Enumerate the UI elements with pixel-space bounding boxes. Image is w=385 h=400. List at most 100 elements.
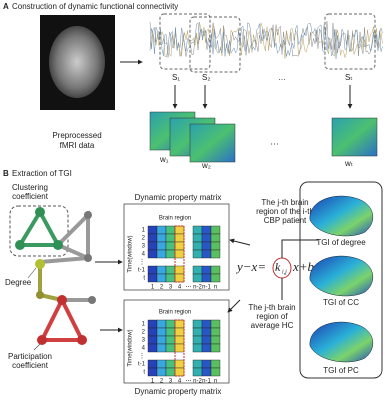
highlight	[174, 225, 185, 283]
matrix-cell	[201, 359, 212, 369]
row-axis: Time(window)	[128, 235, 134, 272]
annotation: CBP patient	[264, 216, 307, 225]
matrix-cell	[174, 367, 185, 377]
row-label: 4	[142, 252, 146, 258]
matrix-title: Dynamic property matrix	[135, 193, 222, 202]
matrix-cell	[192, 319, 203, 329]
matrix-cell	[165, 233, 176, 243]
column-label: 4	[178, 285, 182, 291]
matrix-cell	[192, 249, 203, 259]
matrix-cell	[210, 367, 221, 377]
panel-letter: A	[3, 2, 9, 11]
annotation: average HC	[251, 321, 294, 330]
matrix-cell	[192, 359, 203, 369]
column-label: n-1	[202, 379, 211, 385]
panel-title: Construction of dynamic functional conne…	[12, 2, 178, 11]
annotation: The j-th brain	[261, 198, 308, 207]
window-label: S₁	[172, 73, 180, 82]
graph-arrows	[95, 259, 123, 333]
fmri-brain	[49, 26, 105, 98]
matrix-cell	[147, 343, 158, 353]
matrix-cell	[147, 273, 158, 283]
matrix-cell	[210, 327, 221, 337]
matrix-cell	[174, 273, 185, 283]
matrix-cell	[201, 249, 212, 259]
row-label: ⋮	[139, 354, 145, 360]
window-boxes	[159, 13, 376, 73]
matrix-cell	[210, 241, 221, 251]
network-graph	[9, 205, 96, 351]
matrix-cell	[174, 343, 185, 353]
matrix-cell	[174, 249, 185, 259]
input-label: Preprocessed	[52, 131, 101, 140]
matrix-cell	[156, 249, 167, 259]
highlight	[174, 319, 185, 377]
window-label: Sₜ	[345, 73, 353, 82]
matrix-cell	[210, 335, 221, 345]
equation-rhs: x+b	[292, 259, 315, 274]
matrix-cell	[192, 327, 203, 337]
connectivity-matrices	[149, 111, 378, 163]
matrix-cell	[201, 343, 212, 353]
matrix-cell	[147, 319, 158, 329]
window-arrows	[172, 85, 353, 109]
annotation: region of	[256, 312, 288, 321]
row-label: t	[143, 370, 145, 376]
matrix-cell	[156, 327, 167, 337]
column-label: 1	[151, 379, 155, 385]
matrix-cell	[147, 327, 158, 337]
output-label: TGI of CC	[323, 298, 359, 307]
matrix-cell	[174, 319, 185, 329]
matrix-label: w₂	[201, 161, 211, 170]
matrix-cell	[156, 265, 167, 275]
row-label: 4	[142, 346, 146, 352]
matrix-cell	[201, 319, 212, 329]
matrix-cell	[201, 233, 212, 243]
equation: y−x= k i,j x+b	[227, 238, 331, 313]
matrix-label: w₁	[159, 155, 169, 164]
row-label: 3	[142, 338, 146, 344]
row-axis: Time(window)	[128, 329, 134, 366]
matrix-cell	[165, 241, 176, 251]
matrix-cell	[210, 273, 221, 283]
ellipsis: …	[270, 136, 279, 146]
matrix-cell	[210, 265, 221, 275]
matrix-cell	[165, 327, 176, 337]
matrix-cell	[192, 343, 203, 353]
matrix-cell	[192, 335, 203, 345]
matrix-label: wₜ	[344, 159, 353, 168]
matrix-cell	[165, 273, 176, 283]
matrix-cell	[156, 273, 167, 283]
matrix-cell	[201, 225, 212, 235]
matrix-cell	[210, 359, 221, 369]
matrix-cell	[210, 225, 221, 235]
matrix-cell	[201, 335, 212, 345]
matrix-cell	[147, 241, 158, 251]
column-label: n-2	[193, 379, 202, 385]
matrix-cell	[165, 343, 176, 353]
column-label: 1	[151, 285, 155, 291]
panel-title: Extraction of TGI	[12, 169, 72, 178]
matrix-cell	[174, 241, 185, 251]
matrix-cell	[147, 265, 158, 275]
matrix-cell	[165, 319, 176, 329]
matrix-cell	[147, 335, 158, 345]
matrix-cell	[156, 335, 167, 345]
row-label: 1	[142, 228, 146, 234]
matrix-cell	[165, 367, 176, 377]
matrix-cell	[201, 273, 212, 283]
column-label: ⋯	[186, 285, 192, 291]
matrix-cell	[192, 265, 203, 275]
output-label: TGI of PC	[323, 366, 359, 375]
graph-label: coefficient	[12, 361, 49, 370]
matrix-cell	[165, 265, 176, 275]
matrix-cell	[156, 225, 167, 235]
column-label: n-1	[202, 285, 211, 291]
matrix-cell	[174, 225, 185, 235]
matrix-cell	[174, 327, 185, 337]
equation-sub: i,j	[282, 269, 287, 275]
matrix-frame	[123, 299, 230, 384]
output-label: TGI of degree	[316, 238, 366, 247]
graph-label: Degree	[5, 278, 32, 287]
